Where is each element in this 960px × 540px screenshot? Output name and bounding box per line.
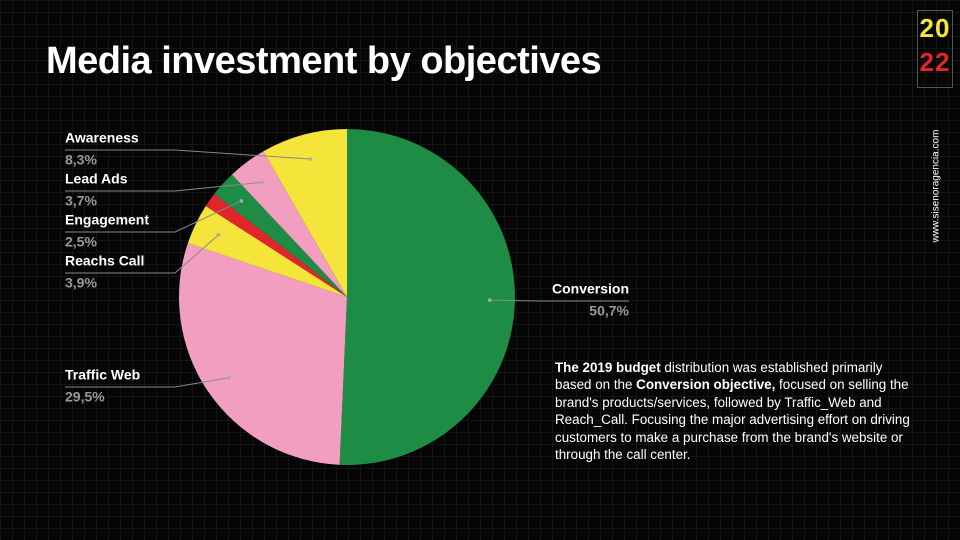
slice-label: Traffic Web bbox=[65, 367, 140, 383]
website: www.sisenoragencia.com bbox=[930, 129, 942, 243]
logo-top: 20 bbox=[919, 13, 951, 43]
leader-line bbox=[65, 234, 219, 274]
title: Media investment by objectives bbox=[46, 40, 602, 82]
leader-line bbox=[65, 181, 263, 192]
leader-line bbox=[65, 200, 242, 233]
note-text: distribution was established primarily b… bbox=[555, 360, 883, 393]
slice-value: 3,9% bbox=[65, 275, 97, 291]
leader-dot bbox=[487, 298, 492, 302]
logo-bottom: 22 bbox=[919, 47, 951, 77]
note-bold: The 2019 budget bbox=[555, 360, 661, 375]
slice-label: Engagement bbox=[65, 212, 149, 228]
slice-value: 29,5% bbox=[65, 389, 105, 405]
note-bold: Conversion objective, bbox=[636, 377, 776, 393]
slice-value: 3,7% bbox=[65, 193, 97, 209]
description: The 2019 budget distribution was establi… bbox=[555, 359, 915, 463]
pie-slice bbox=[214, 174, 347, 297]
pie-slice bbox=[231, 151, 347, 297]
leader-dot bbox=[239, 199, 244, 203]
leader-dot bbox=[308, 157, 312, 161]
note-text: focused on selling the brand's products/… bbox=[555, 377, 910, 463]
leader-dot bbox=[216, 233, 221, 237]
pie-slice bbox=[339, 129, 515, 465]
slice-value: 50,7% bbox=[589, 303, 629, 319]
pie-slice bbox=[187, 206, 347, 297]
leader-dot bbox=[260, 180, 264, 185]
leader-line bbox=[65, 149, 311, 160]
slice-value: 8,3% bbox=[65, 152, 97, 168]
logo: 20 22 bbox=[917, 10, 953, 88]
pie-slice bbox=[205, 194, 347, 297]
leader-line bbox=[65, 377, 230, 388]
pie-slice bbox=[179, 243, 347, 465]
leader-line bbox=[489, 299, 629, 302]
slice-label: Awareness bbox=[65, 130, 139, 146]
slice-label: Lead Ads bbox=[65, 171, 128, 187]
slice-label: Conversion bbox=[552, 281, 629, 297]
slice-value: 2,5% bbox=[65, 234, 97, 250]
slice-label: Reachs Call bbox=[65, 253, 144, 269]
leader-dot bbox=[227, 375, 231, 380]
pie-slice bbox=[263, 129, 347, 297]
